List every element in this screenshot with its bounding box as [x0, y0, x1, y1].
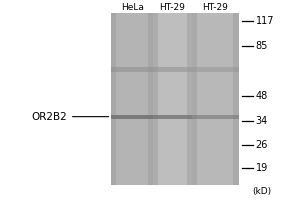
Bar [153, 13, 192, 185]
Text: OR2B2: OR2B2 [31, 112, 67, 122]
Text: 19: 19 [256, 163, 268, 173]
Text: 34: 34 [256, 116, 268, 126]
Text: (kD): (kD) [253, 187, 272, 196]
Bar [153, 67, 192, 72]
Bar [153, 13, 158, 185]
Text: 85: 85 [256, 41, 268, 51]
Bar [192, 13, 197, 185]
Bar [192, 67, 239, 72]
Text: 26: 26 [256, 140, 268, 150]
Text: HT-29: HT-29 [159, 3, 185, 12]
Bar [111, 13, 239, 185]
Bar [153, 115, 192, 119]
Text: 117: 117 [256, 16, 274, 26]
Bar [111, 13, 116, 185]
Bar [111, 115, 153, 119]
Bar [148, 13, 153, 185]
Bar [111, 67, 153, 72]
Text: 48: 48 [256, 91, 268, 101]
Bar [192, 13, 239, 185]
Bar [111, 13, 153, 185]
Text: HT-29: HT-29 [202, 3, 228, 12]
Text: HeLa: HeLa [121, 3, 144, 12]
Bar [192, 115, 239, 119]
Bar [187, 13, 192, 185]
Bar [233, 13, 239, 185]
